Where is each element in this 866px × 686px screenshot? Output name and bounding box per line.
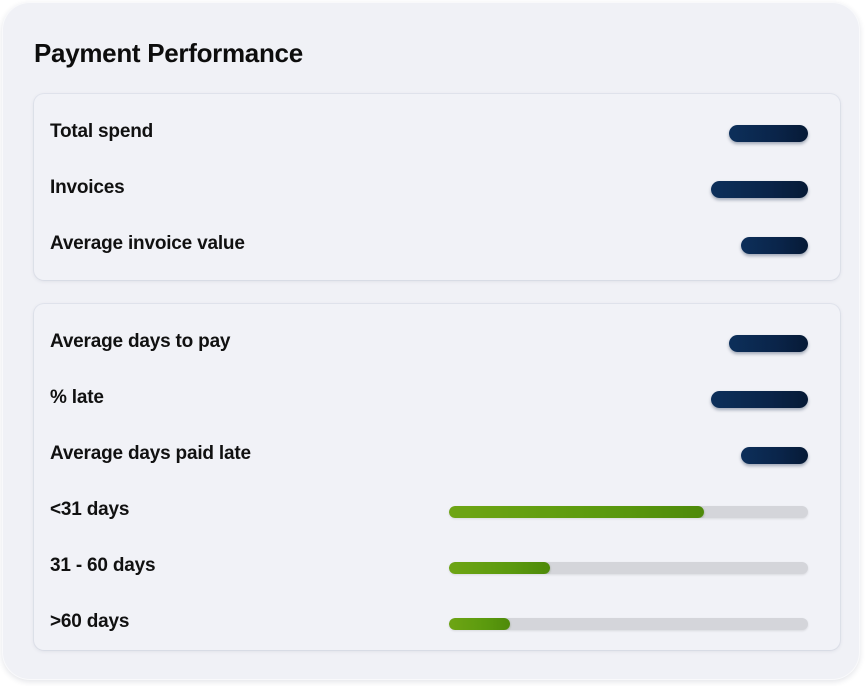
total-spend-row: Total spend bbox=[50, 117, 808, 147]
distribution-track-31-60 bbox=[449, 562, 808, 574]
payment-performance-card: Payment Performance Total spend Invoices… bbox=[2, 2, 860, 680]
average-days-to-pay-value-redacted bbox=[729, 335, 808, 352]
total-spend-value-redacted bbox=[729, 125, 808, 142]
distribution-row-31-60: 31 - 60 days bbox=[50, 551, 808, 581]
distribution-label-31-60: 31 - 60 days bbox=[50, 555, 156, 576]
distribution-row-over-60: >60 days bbox=[50, 607, 808, 637]
percent-late-row: % late bbox=[50, 383, 808, 413]
average-invoice-value-redacted bbox=[741, 237, 808, 254]
average-days-paid-late-value-redacted bbox=[741, 447, 808, 464]
distribution-track-over-60 bbox=[449, 618, 808, 630]
invoices-value-redacted bbox=[711, 181, 808, 198]
distribution-row-under-31: <31 days bbox=[50, 495, 808, 525]
invoices-label: Invoices bbox=[50, 177, 125, 198]
distribution-bar-31-60 bbox=[449, 562, 550, 574]
average-invoice-value-row: Average invoice value bbox=[50, 229, 808, 259]
distribution-label-over-60: >60 days bbox=[50, 611, 130, 632]
percent-late-value-redacted bbox=[711, 391, 808, 408]
payment-timeliness-panel: Average days to pay % late Average days … bbox=[34, 304, 840, 650]
percent-late-label: % late bbox=[50, 387, 104, 408]
invoices-row: Invoices bbox=[50, 173, 808, 203]
average-days-to-pay-row: Average days to pay bbox=[50, 327, 808, 357]
distribution-track-under-31 bbox=[449, 506, 808, 518]
average-days-to-pay-label: Average days to pay bbox=[50, 331, 231, 352]
average-days-paid-late-row: Average days paid late bbox=[50, 439, 808, 469]
card-title: Payment Performance bbox=[34, 38, 303, 68]
average-days-paid-late-label: Average days paid late bbox=[50, 443, 251, 464]
distribution-label-under-31: <31 days bbox=[50, 499, 130, 520]
total-spend-label: Total spend bbox=[50, 121, 154, 142]
distribution-bar-under-31 bbox=[449, 506, 704, 518]
spend-summary-panel: Total spend Invoices Average invoice val… bbox=[34, 94, 840, 280]
distribution-bar-over-60 bbox=[449, 618, 511, 630]
average-invoice-value-label: Average invoice value bbox=[50, 233, 245, 254]
